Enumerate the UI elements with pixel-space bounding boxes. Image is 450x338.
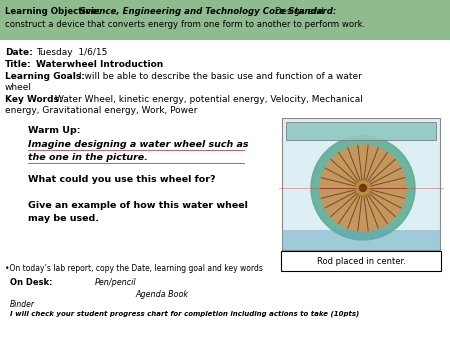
Text: Water Wheel, kinetic energy, potential energy, Velocity, Mechanical: Water Wheel, kinetic energy, potential e… [55,95,363,104]
Text: I will be able to describe the basic use and function of a water: I will be able to describe the basic use… [79,72,362,81]
Text: I will check your student progress chart for completion including actions to tak: I will check your student progress chart… [10,310,359,317]
Text: energy, Gravitational energy, Work, Power: energy, Gravitational energy, Work, Powe… [5,106,198,115]
Text: construct a device that converts energy from one form to another to perform work: construct a device that converts energy … [5,20,365,29]
Circle shape [356,181,370,195]
FancyBboxPatch shape [0,0,450,40]
Text: Agenda Book: Agenda Book [135,290,188,299]
Text: Warm Up:: Warm Up: [28,126,81,135]
Text: Key Words:: Key Words: [5,95,69,104]
Text: What could you use this wheel for?: What could you use this wheel for? [28,175,216,184]
Text: Binder: Binder [10,300,35,309]
Text: Pen/pencil: Pen/pencil [95,278,137,287]
Text: Tuesday  1/6/15: Tuesday 1/6/15 [36,48,108,57]
Text: may be used.: may be used. [28,214,99,223]
Text: Learning Goals:: Learning Goals: [5,72,91,81]
Text: Imagine designing a water wheel such as: Imagine designing a water wheel such as [28,140,248,149]
Text: wheel: wheel [5,83,32,92]
Text: Give an example of how this water wheel: Give an example of how this water wheel [28,201,248,210]
Text: Date:: Date: [5,48,33,57]
Text: Science, Engineering and Technology Core Standard:: Science, Engineering and Technology Core… [79,7,339,16]
FancyBboxPatch shape [282,230,440,250]
Text: Waterwheel Introduction: Waterwheel Introduction [36,60,163,69]
FancyBboxPatch shape [282,118,440,250]
Text: Learning Objective:: Learning Objective: [5,7,104,16]
Text: the one in the picture.: the one in the picture. [28,153,148,162]
Circle shape [360,185,366,191]
Text: Title:: Title: [5,60,32,69]
Text: Rod placed in center.: Rod placed in center. [316,257,405,266]
FancyBboxPatch shape [286,122,436,140]
Polygon shape [311,136,415,240]
Text: •On today’s lab report, copy the Date, learning goal and key words: •On today’s lab report, copy the Date, l… [5,264,263,273]
Polygon shape [320,145,406,231]
Text: On Desk:: On Desk: [10,278,53,287]
FancyBboxPatch shape [281,251,441,271]
Text: Design and: Design and [275,7,324,16]
